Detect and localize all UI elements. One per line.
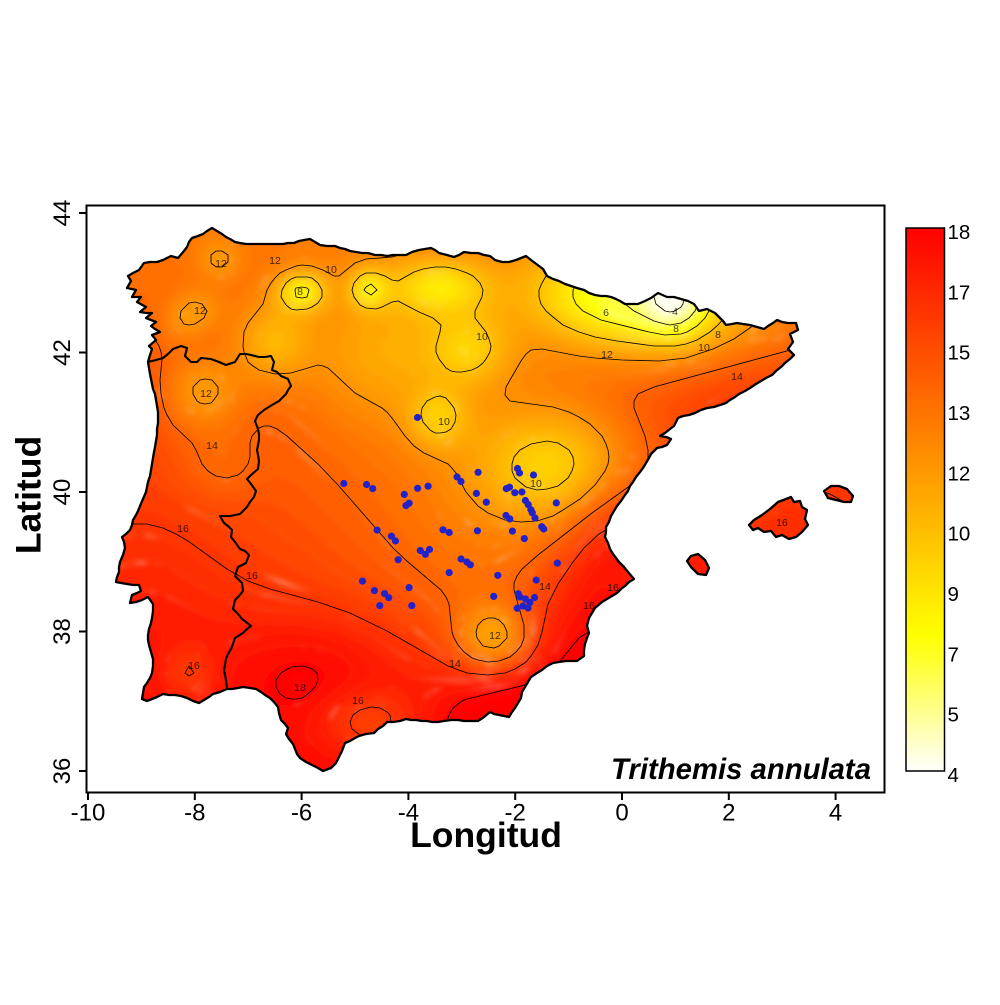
svg-text:8: 8 <box>297 286 303 298</box>
svg-text:5: 5 <box>948 704 959 727</box>
svg-text:7: 7 <box>948 643 959 666</box>
svg-text:2: 2 <box>722 800 735 827</box>
svg-text:12: 12 <box>601 349 613 361</box>
svg-text:4: 4 <box>672 306 678 318</box>
svg-text:10: 10 <box>476 331 488 343</box>
svg-text:14: 14 <box>449 658 461 670</box>
svg-text:14: 14 <box>539 581 551 593</box>
svg-text:Longitud: Longitud <box>410 815 562 855</box>
svg-text:16: 16 <box>607 582 619 594</box>
svg-text:-2: -2 <box>505 800 526 827</box>
svg-text:-10: -10 <box>71 800 106 827</box>
svg-text:10: 10 <box>530 478 542 490</box>
svg-text:10: 10 <box>438 416 450 428</box>
svg-text:12: 12 <box>200 388 212 400</box>
svg-text:6: 6 <box>603 307 609 319</box>
svg-text:12: 12 <box>489 630 501 642</box>
svg-text:Latitud: Latitud <box>9 436 49 554</box>
svg-text:0: 0 <box>615 800 628 827</box>
svg-text:4: 4 <box>948 764 959 787</box>
svg-text:17: 17 <box>948 281 971 304</box>
svg-text:8: 8 <box>715 329 721 341</box>
svg-text:-6: -6 <box>291 800 312 827</box>
svg-text:16: 16 <box>583 600 595 612</box>
svg-text:42: 42 <box>49 339 76 366</box>
svg-text:18: 18 <box>948 221 971 244</box>
svg-text:-8: -8 <box>184 800 205 827</box>
svg-text:40: 40 <box>49 479 76 506</box>
svg-text:36: 36 <box>49 758 76 785</box>
svg-text:14: 14 <box>731 371 743 383</box>
svg-text:18: 18 <box>294 682 306 694</box>
svg-text:16: 16 <box>188 660 200 672</box>
svg-text:Trithemis annulata: Trithemis annulata <box>611 753 871 786</box>
svg-text:4: 4 <box>829 800 842 827</box>
svg-text:-4: -4 <box>398 800 419 827</box>
svg-text:10: 10 <box>325 264 337 276</box>
svg-text:16: 16 <box>246 570 258 582</box>
svg-text:8: 8 <box>673 323 679 335</box>
svg-text:12: 12 <box>269 255 281 267</box>
svg-text:10: 10 <box>948 523 971 546</box>
svg-text:9: 9 <box>948 583 959 606</box>
svg-text:38: 38 <box>49 618 76 645</box>
svg-text:44: 44 <box>49 200 76 227</box>
svg-text:16: 16 <box>776 517 788 529</box>
svg-text:12: 12 <box>215 258 227 270</box>
svg-text:14: 14 <box>206 440 218 452</box>
svg-text:13: 13 <box>948 402 971 425</box>
svg-text:12: 12 <box>194 305 206 317</box>
svg-text:15: 15 <box>948 342 971 365</box>
svg-text:12: 12 <box>948 462 971 485</box>
svg-text:16: 16 <box>177 523 189 535</box>
svg-text:16: 16 <box>352 695 364 707</box>
svg-text:10: 10 <box>698 342 710 354</box>
